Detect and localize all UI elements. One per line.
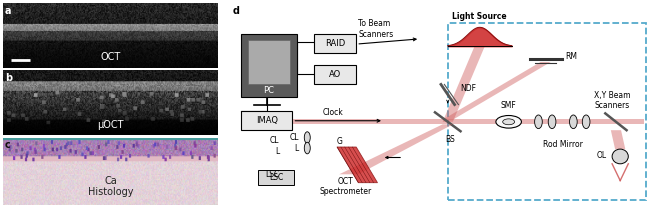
Circle shape <box>496 116 521 128</box>
Ellipse shape <box>582 115 590 129</box>
Text: G: G <box>337 137 343 146</box>
Text: CL: CL <box>270 136 280 145</box>
Text: OCT: OCT <box>100 52 121 62</box>
Bar <box>241 34 296 97</box>
Ellipse shape <box>534 115 542 129</box>
Text: Clock: Clock <box>322 108 343 117</box>
Text: μOCT: μOCT <box>98 119 124 130</box>
Text: LSC: LSC <box>265 170 280 179</box>
Text: NDF: NDF <box>461 84 476 93</box>
Text: To Beam
Scanners: To Beam Scanners <box>358 20 394 39</box>
Bar <box>448 23 645 200</box>
Bar <box>314 65 356 84</box>
Text: AO: AO <box>329 70 341 79</box>
Bar <box>314 34 356 52</box>
Bar <box>248 40 291 84</box>
Polygon shape <box>339 124 453 174</box>
Ellipse shape <box>548 115 556 129</box>
Text: Rod Mirror: Rod Mirror <box>543 140 582 149</box>
Polygon shape <box>611 130 625 149</box>
Polygon shape <box>337 147 378 183</box>
Text: Ca
Histology: Ca Histology <box>88 176 133 197</box>
Text: X,Y Beam
Scanners: X,Y Beam Scanners <box>594 91 631 110</box>
Text: BS: BS <box>445 135 455 144</box>
Polygon shape <box>288 119 448 124</box>
Bar <box>241 111 292 130</box>
Text: LSC: LSC <box>269 173 283 182</box>
Text: c: c <box>5 140 10 150</box>
Text: RM: RM <box>565 52 577 61</box>
Text: SMF: SMF <box>500 101 517 110</box>
Text: L: L <box>276 147 279 156</box>
Polygon shape <box>443 62 551 120</box>
Text: b: b <box>5 73 12 83</box>
Polygon shape <box>448 119 644 124</box>
Text: a: a <box>5 5 11 16</box>
Text: OCT
Spectrometer: OCT Spectrometer <box>319 177 372 196</box>
Polygon shape <box>443 46 485 122</box>
Text: OL: OL <box>597 151 607 160</box>
Text: CL: CL <box>289 133 299 142</box>
Text: RAID: RAID <box>325 39 345 47</box>
Ellipse shape <box>304 132 310 143</box>
Ellipse shape <box>612 149 629 164</box>
Bar <box>258 170 294 185</box>
Text: L: L <box>294 144 299 152</box>
Ellipse shape <box>569 115 577 129</box>
Text: IMAQ: IMAQ <box>256 116 278 125</box>
Text: Light Source: Light Source <box>452 12 507 21</box>
Ellipse shape <box>304 142 310 154</box>
Circle shape <box>502 119 515 125</box>
Text: PC: PC <box>263 86 274 95</box>
Text: d: d <box>233 6 240 16</box>
